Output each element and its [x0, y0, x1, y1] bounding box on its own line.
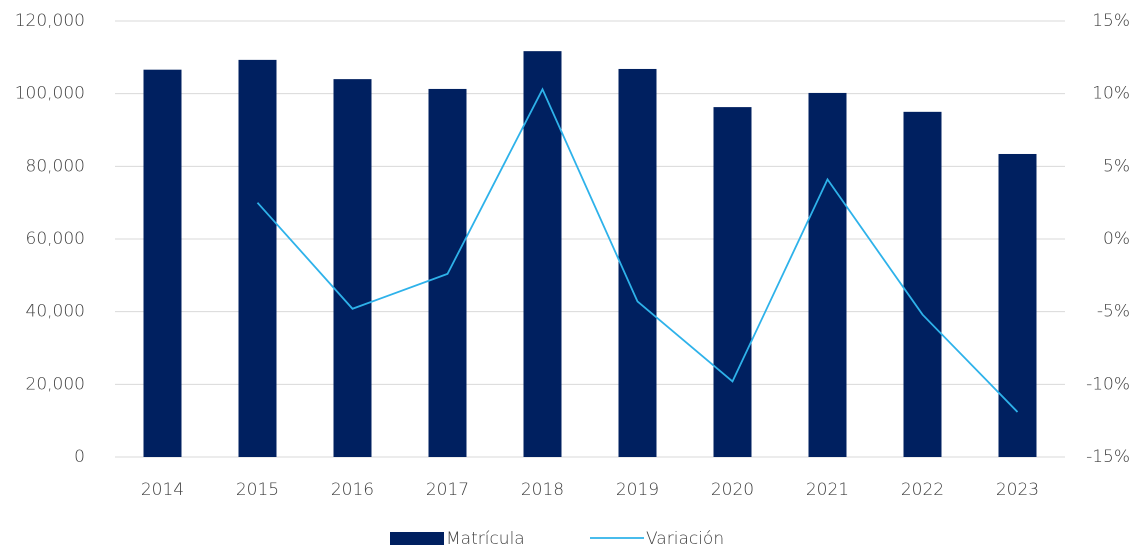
bar [333, 79, 372, 457]
x-tick-label: 2016 [331, 480, 374, 500]
y2-tick-label: -5% [1097, 302, 1130, 322]
y-tick-label: 100,000 [15, 84, 85, 104]
y-tick-label: 20,000 [26, 374, 85, 394]
x-tick-label: 2018 [521, 480, 564, 500]
x-tick-label: 2021 [806, 480, 849, 500]
legend-label: Matrícula [446, 529, 525, 549]
y-tick-label: 60,000 [26, 229, 85, 249]
bar [143, 69, 182, 457]
x-tick-label: 2014 [141, 480, 184, 500]
bar [238, 59, 277, 457]
y2-tick-label: 0% [1103, 229, 1130, 249]
y-tick-label: 120,000 [15, 11, 85, 31]
x-tick-label: 2017 [426, 480, 469, 500]
x-tick-label: 2020 [711, 480, 754, 500]
y2-tick-label: 15% [1092, 11, 1130, 31]
bar [903, 111, 942, 457]
x-tick-label: 2019 [616, 480, 659, 500]
x-tick-label: 2015 [236, 480, 279, 500]
x-tick-label: 2022 [901, 480, 944, 500]
legend-swatch [390, 532, 444, 545]
legend-label: Variación [646, 529, 724, 549]
bar [998, 153, 1037, 458]
y-tick-label: 0 [74, 447, 85, 467]
bar [523, 51, 562, 457]
x-tick-label: 2023 [996, 480, 1039, 500]
y-tick-label: 40,000 [26, 302, 85, 322]
y2-tick-label: 10% [1092, 84, 1130, 104]
y2-tick-label: -10% [1086, 374, 1130, 394]
y-tick-label: 80,000 [26, 156, 85, 176]
y2-tick-label: -15% [1086, 447, 1130, 467]
line [256, 87, 1019, 413]
y2-tick-label: 5% [1103, 156, 1130, 176]
bar [713, 107, 752, 458]
bar [618, 68, 657, 458]
bar [808, 92, 847, 457]
